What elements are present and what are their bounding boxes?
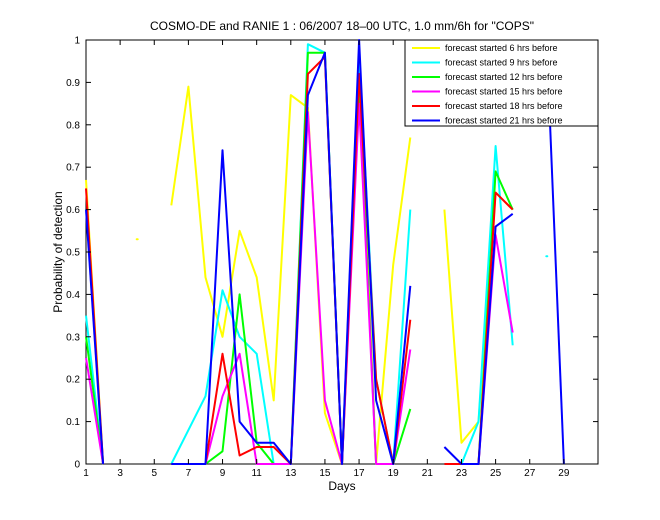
legend-label: forecast started 12 hrs before — [445, 72, 563, 82]
legend: forecast started 6 hrs before forecast st… — [405, 40, 598, 126]
y-tick-label: 0.8 — [66, 120, 80, 131]
x-tick-label: 23 — [456, 468, 468, 479]
x-tick-label: 1 — [83, 468, 89, 479]
y-tick-label: 0.1 — [66, 417, 80, 428]
x-tick-label: 9 — [220, 468, 226, 479]
x-tick-label: 15 — [319, 468, 331, 479]
legend-label: forecast started 9 hrs before — [445, 58, 558, 68]
x-axis-label: Days — [328, 479, 355, 493]
x-tick-label: 25 — [490, 468, 502, 479]
legend-label: forecast started 21 hrs before — [445, 116, 563, 126]
x-tick-label: 7 — [186, 468, 192, 479]
y-tick-label: 0.3 — [66, 332, 80, 343]
y-tick-label: 0 — [74, 460, 80, 471]
legend-label: forecast started 6 hrs before — [445, 43, 558, 53]
x-tick-label: 11 — [251, 468, 262, 479]
x-tick-label: 13 — [285, 468, 297, 479]
legend-label: forecast started 15 hrs before — [445, 87, 563, 97]
y-axis-label: Probability of detection — [51, 191, 65, 312]
y-tick-label: 0.6 — [66, 205, 80, 216]
y-tick-label: 0.7 — [66, 163, 80, 174]
x-tick-label: 17 — [354, 468, 366, 479]
x-tick-label: 5 — [151, 468, 157, 479]
y-tick-label: 0.2 — [66, 375, 80, 386]
legend-label: forecast started 18 hrs before — [445, 101, 563, 111]
y-tick-label: 1 — [74, 36, 80, 47]
y-tick-label: 0.9 — [66, 78, 80, 89]
x-tick-label: 19 — [388, 468, 400, 479]
y-tick-label: 0.5 — [66, 248, 80, 259]
x-tick-label: 29 — [558, 468, 570, 479]
x-tick-label: 3 — [117, 468, 123, 479]
y-tick-label: 0.4 — [66, 290, 80, 301]
chart-title: COSMO-DE and RANIE 1 : 06/2007 18–00 UTC… — [150, 19, 534, 33]
x-tick-label: 27 — [524, 468, 536, 479]
x-tick-label: 21 — [422, 468, 434, 479]
